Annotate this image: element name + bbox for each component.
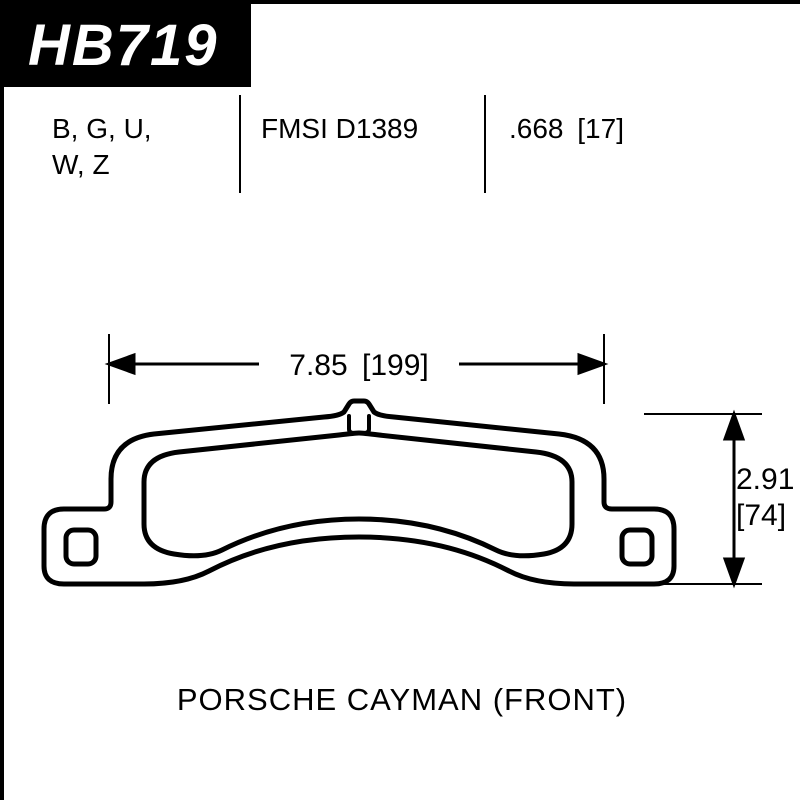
thickness-mm: [17] — [577, 113, 624, 144]
diagram-area: 7.85 [199] 2.91 [74] — [4, 244, 800, 674]
width-in: 7.85 — [289, 349, 347, 382]
fmsi-cell: FMSI D1389 — [261, 111, 418, 147]
compounds-cell: B, G, U, W, Z — [52, 111, 152, 184]
height-in: 2.91 — [736, 463, 794, 496]
compounds-line1: B, G, U, — [52, 111, 152, 147]
part-number: HB719 — [28, 13, 219, 78]
width-dimension — [109, 334, 604, 404]
height-dim-text: 2.91 [74] — [736, 463, 800, 532]
thickness-cell: .668 [17] — [509, 111, 624, 147]
width-mm: [199] — [362, 349, 429, 382]
spec-row: B, G, U, W, Z FMSI D1389 .668 [17] — [4, 95, 800, 225]
part-number-header: HB719 — [4, 4, 251, 87]
spec-divider-1 — [239, 95, 241, 193]
brake-pad-shape — [44, 401, 674, 584]
height-mm: [74] — [736, 499, 786, 532]
spec-divider-2 — [484, 95, 486, 193]
thickness-in: .668 — [509, 113, 564, 144]
spec-sheet: HB719 B, G, U, W, Z FMSI D1389 .668 [17] — [0, 0, 800, 800]
width-dim-text: 7.85 [199] — [289, 349, 428, 382]
compounds-line2: W, Z — [52, 147, 152, 183]
application-label: PORSCHE CAYMAN (FRONT) — [4, 682, 800, 718]
brake-pad-diagram: 7.85 [199] 2.91 [74] — [4, 244, 800, 674]
